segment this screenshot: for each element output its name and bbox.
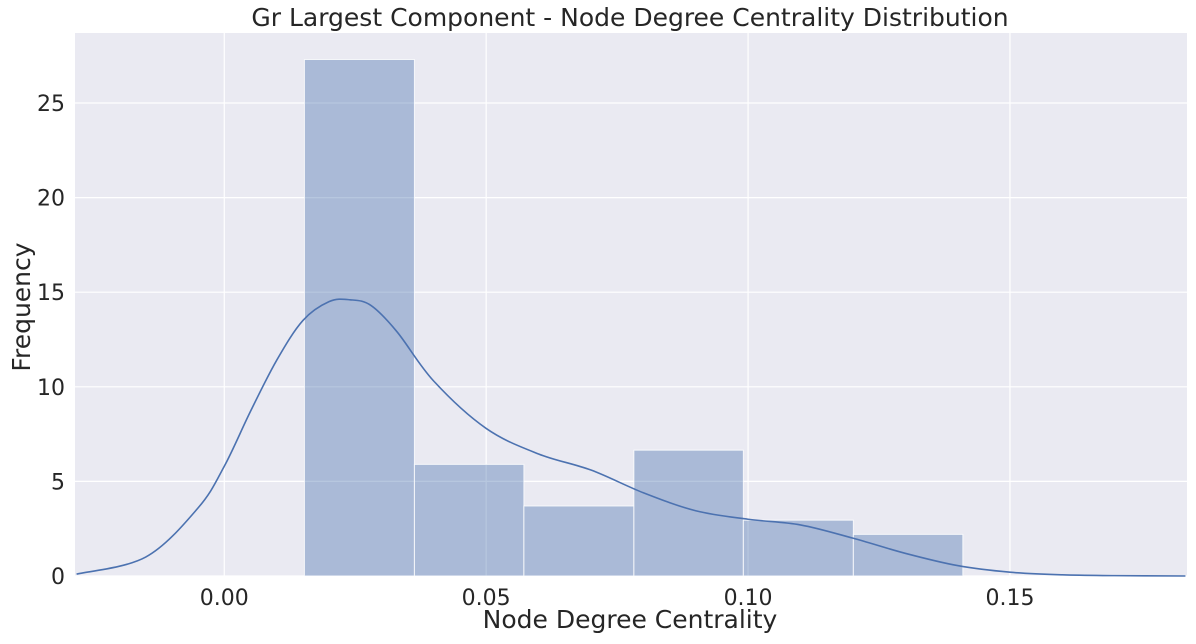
histogram-bar xyxy=(633,449,744,577)
y-tick-labels: 0 5 10 15 20 25 xyxy=(37,92,65,590)
y-axis-title: Frequency xyxy=(7,242,36,371)
y-tick-label: 20 xyxy=(37,187,65,212)
histogram-bar xyxy=(303,58,415,577)
y-tick-label: 15 xyxy=(37,281,65,306)
grid-lines xyxy=(75,33,1187,577)
y-tick-label: 10 xyxy=(37,376,65,401)
x-tick-label: 0.15 xyxy=(985,586,1034,611)
x-tick-label: 0.10 xyxy=(724,586,773,611)
x-tick-label: 0.00 xyxy=(200,586,249,611)
x-axis-title: Node Degree Centrality xyxy=(483,605,778,634)
y-tick-label: 25 xyxy=(37,92,65,117)
histogram-bars xyxy=(303,58,964,577)
y-tick-label: 5 xyxy=(51,470,65,495)
chart-title: Gr Largest Component - Node Degree Centr… xyxy=(251,3,1008,32)
y-tick-label: 0 xyxy=(51,565,65,590)
histogram-bar xyxy=(742,519,854,577)
plot-background xyxy=(75,33,1187,576)
x-tick-label: 0.05 xyxy=(462,586,511,611)
kde-curve xyxy=(76,298,1186,577)
histogram-bar xyxy=(523,505,635,577)
histogram-bar xyxy=(852,533,964,577)
x-tick-labels: 0.00 0.05 0.10 0.15 xyxy=(200,586,1035,611)
histogram-bar xyxy=(413,463,525,577)
